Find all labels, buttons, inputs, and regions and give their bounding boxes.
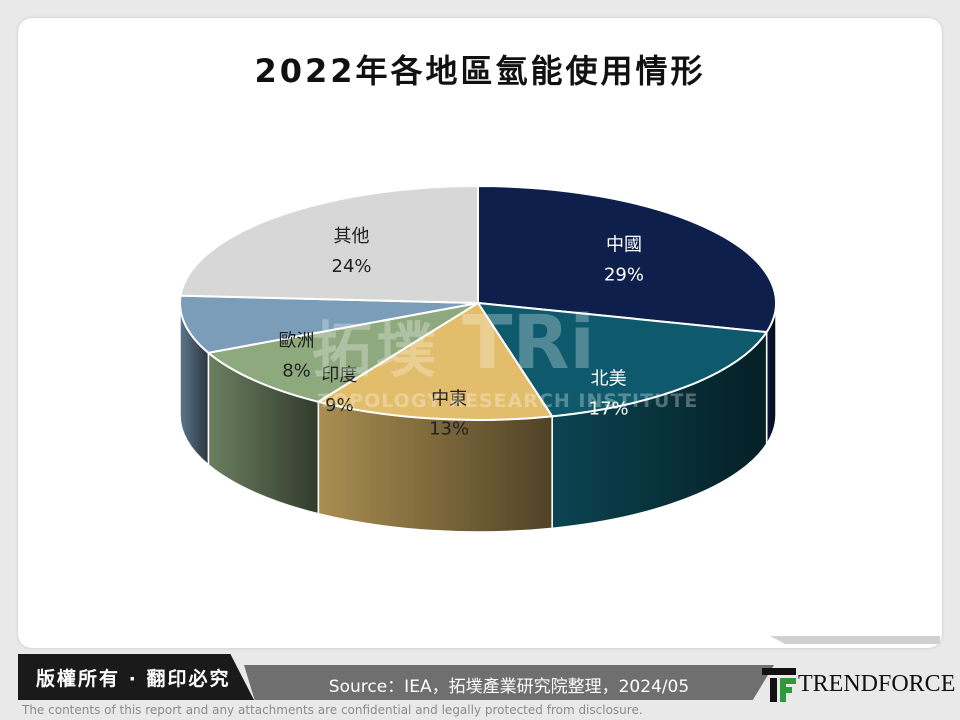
source-text: Source：IEA，拓墣產業研究院整理，2024/05 (328, 677, 690, 697)
slice-value-3: 9% (325, 395, 354, 416)
slice-label-5: 其他 (334, 226, 370, 247)
pie-slice-4 (179, 294, 479, 354)
slice-label-0: 中國 (606, 235, 642, 256)
watermark-en: TOPOLOGY RESEARCH INSTITUTE (318, 390, 699, 412)
slice-value-5: 24% (332, 256, 372, 277)
slice-label-4: 歐洲 (279, 331, 315, 352)
swoosh-decoration (770, 636, 940, 644)
pie-slice-1 (476, 301, 769, 418)
trendforce-mark-icon (762, 668, 796, 702)
watermark-cn: 拓墣 (312, 316, 440, 386)
pie-slice-5 (179, 184, 479, 305)
source-strip: Source：IEA，拓墣產業研究院整理，2024/05 (244, 665, 774, 700)
disclaimer-text: The contents of this report and any atta… (22, 703, 643, 717)
slice-label-3: 印度 (321, 365, 357, 386)
slice-value-4: 8% (282, 361, 311, 382)
chart-title: 2022年各地區氫能使用情形 (254, 52, 706, 90)
watermark-logo: TRi (462, 300, 595, 386)
trendforce-logo: TRENDFORCE (760, 664, 955, 704)
slice-value-2: 13% (429, 419, 469, 440)
slice-label-1: 北美 (591, 368, 627, 389)
copyright-banner: 版權所有 · 翻印必究 (18, 654, 254, 700)
slice-value-1: 17% (589, 398, 629, 419)
slice-value-0: 29% (604, 265, 644, 286)
copyright-text: 版權所有 · 翻印必究 (36, 668, 231, 690)
brand-name: TRENDFORCE (798, 671, 956, 697)
slice-label-2: 中東 (431, 389, 467, 410)
pie-slice-0 (477, 184, 777, 334)
pie-slice-3 (206, 302, 479, 403)
pie-slice-2 (315, 301, 554, 421)
